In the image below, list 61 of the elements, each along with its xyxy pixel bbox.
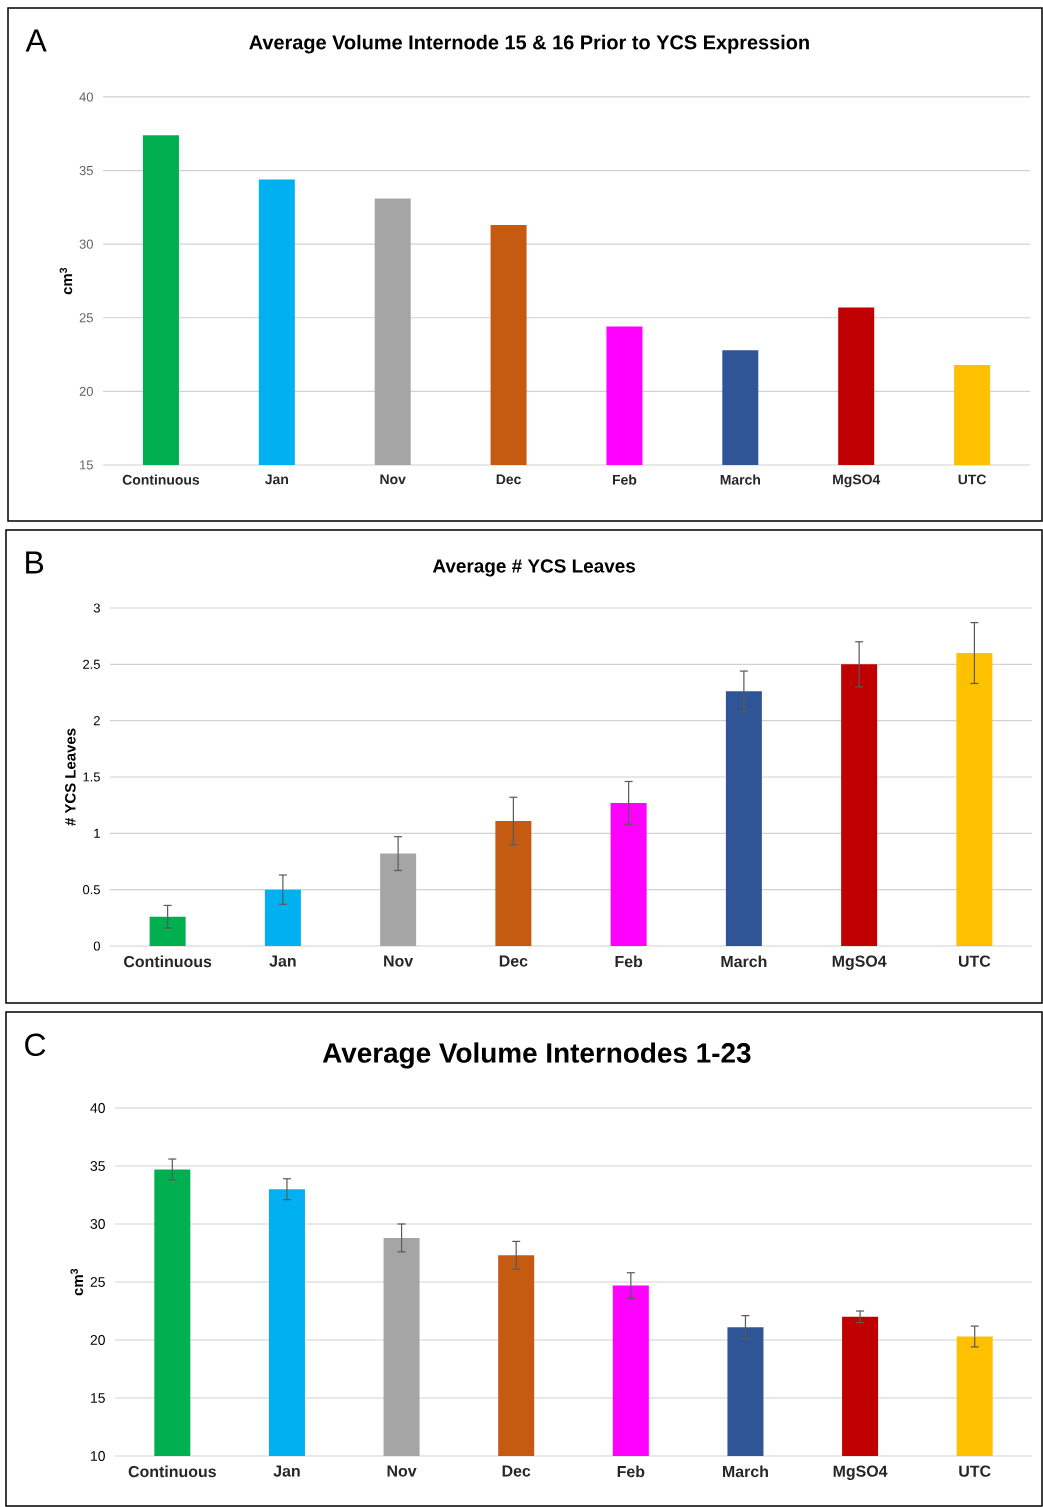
x-tick-label: March xyxy=(723,1465,768,1478)
x-tick-label: UTC xyxy=(959,1465,991,1477)
y-tick-label: 30 xyxy=(90,1219,105,1229)
chart-title: Average Volume Internodes 1-23 xyxy=(322,1042,751,1069)
x-tick-label: Feb xyxy=(617,1465,645,1478)
y-tick-label: 20 xyxy=(90,1335,105,1345)
y-tick-label: 2 xyxy=(93,716,100,726)
y-tick-label: 15 xyxy=(91,1393,105,1403)
x-tick-label: UTC xyxy=(958,474,987,485)
x-tick-label: March xyxy=(721,955,767,968)
x-tick-label: Nov xyxy=(387,1465,417,1477)
y-tick-label: 0.5 xyxy=(82,885,100,895)
text: A xyxy=(25,29,47,52)
bar xyxy=(610,802,647,946)
x-tick-label: March xyxy=(720,474,760,485)
x-tick-label: Feb xyxy=(612,474,637,485)
chart-title: Average # YCS Leaves xyxy=(432,559,636,577)
x-tick-label: Jan xyxy=(269,955,296,967)
bar xyxy=(495,820,532,946)
bar xyxy=(380,853,417,946)
chart-title: Average Volume Internode 15 & 16 Prior to YCS Expression xyxy=(249,34,809,54)
x-tick-label: UTC xyxy=(958,955,991,967)
x-tick-label: Continuous xyxy=(124,955,212,968)
y-axis-title: cm$^{3}$ xyxy=(70,1268,84,1296)
x-tick-label: Nov xyxy=(380,474,406,485)
x-tick-label: Dec xyxy=(502,1465,531,1477)
y-tick-label: 25 xyxy=(79,313,93,323)
y-axis-title: # YCS Leaves xyxy=(65,728,76,826)
bar xyxy=(149,916,186,946)
y-tick-label: 1 xyxy=(94,828,100,838)
y-tick-label: 0 xyxy=(93,941,100,951)
x-tick-label: Nov xyxy=(384,955,414,967)
x-tick-label: Continuous xyxy=(128,1465,216,1478)
bar xyxy=(841,664,878,946)
bar xyxy=(725,691,762,946)
x-tick-label: Dec xyxy=(496,474,521,485)
y-tick-label: 40 xyxy=(90,1103,105,1113)
y-tick-label: 30 xyxy=(79,239,93,249)
y-tick-label: 3 xyxy=(93,603,100,613)
x-tick-label: Feb xyxy=(615,955,643,968)
text: C xyxy=(25,1033,46,1057)
x-tick-label: Dec xyxy=(499,955,528,967)
y-tick-label: 25 xyxy=(90,1277,105,1287)
y-tick-label: 1.5 xyxy=(83,772,100,782)
bar xyxy=(264,889,301,946)
y-tick-label: 10 xyxy=(91,1451,105,1461)
x-tick-label: MgSO4 xyxy=(832,955,887,971)
y-axis-title: cm$^{3}$ xyxy=(59,267,73,295)
x-tick-label: Jan xyxy=(265,474,288,485)
x-tick-label: Jan xyxy=(273,1465,300,1477)
text: B xyxy=(26,551,44,574)
y-tick-label: 20 xyxy=(79,386,93,396)
x-tick-label: Continuous xyxy=(122,474,200,485)
y-tick-label: 15 xyxy=(80,460,93,470)
y-tick-label: 35 xyxy=(90,1161,105,1171)
y-tick-label: 2.5 xyxy=(83,659,100,669)
y-tick-label: 40 xyxy=(79,92,93,102)
x-tick-label: MgSO4 xyxy=(833,474,881,488)
bar xyxy=(956,653,993,946)
x-tick-label: MgSO4 xyxy=(833,1465,888,1481)
y-tick-label: 35 xyxy=(79,165,93,176)
